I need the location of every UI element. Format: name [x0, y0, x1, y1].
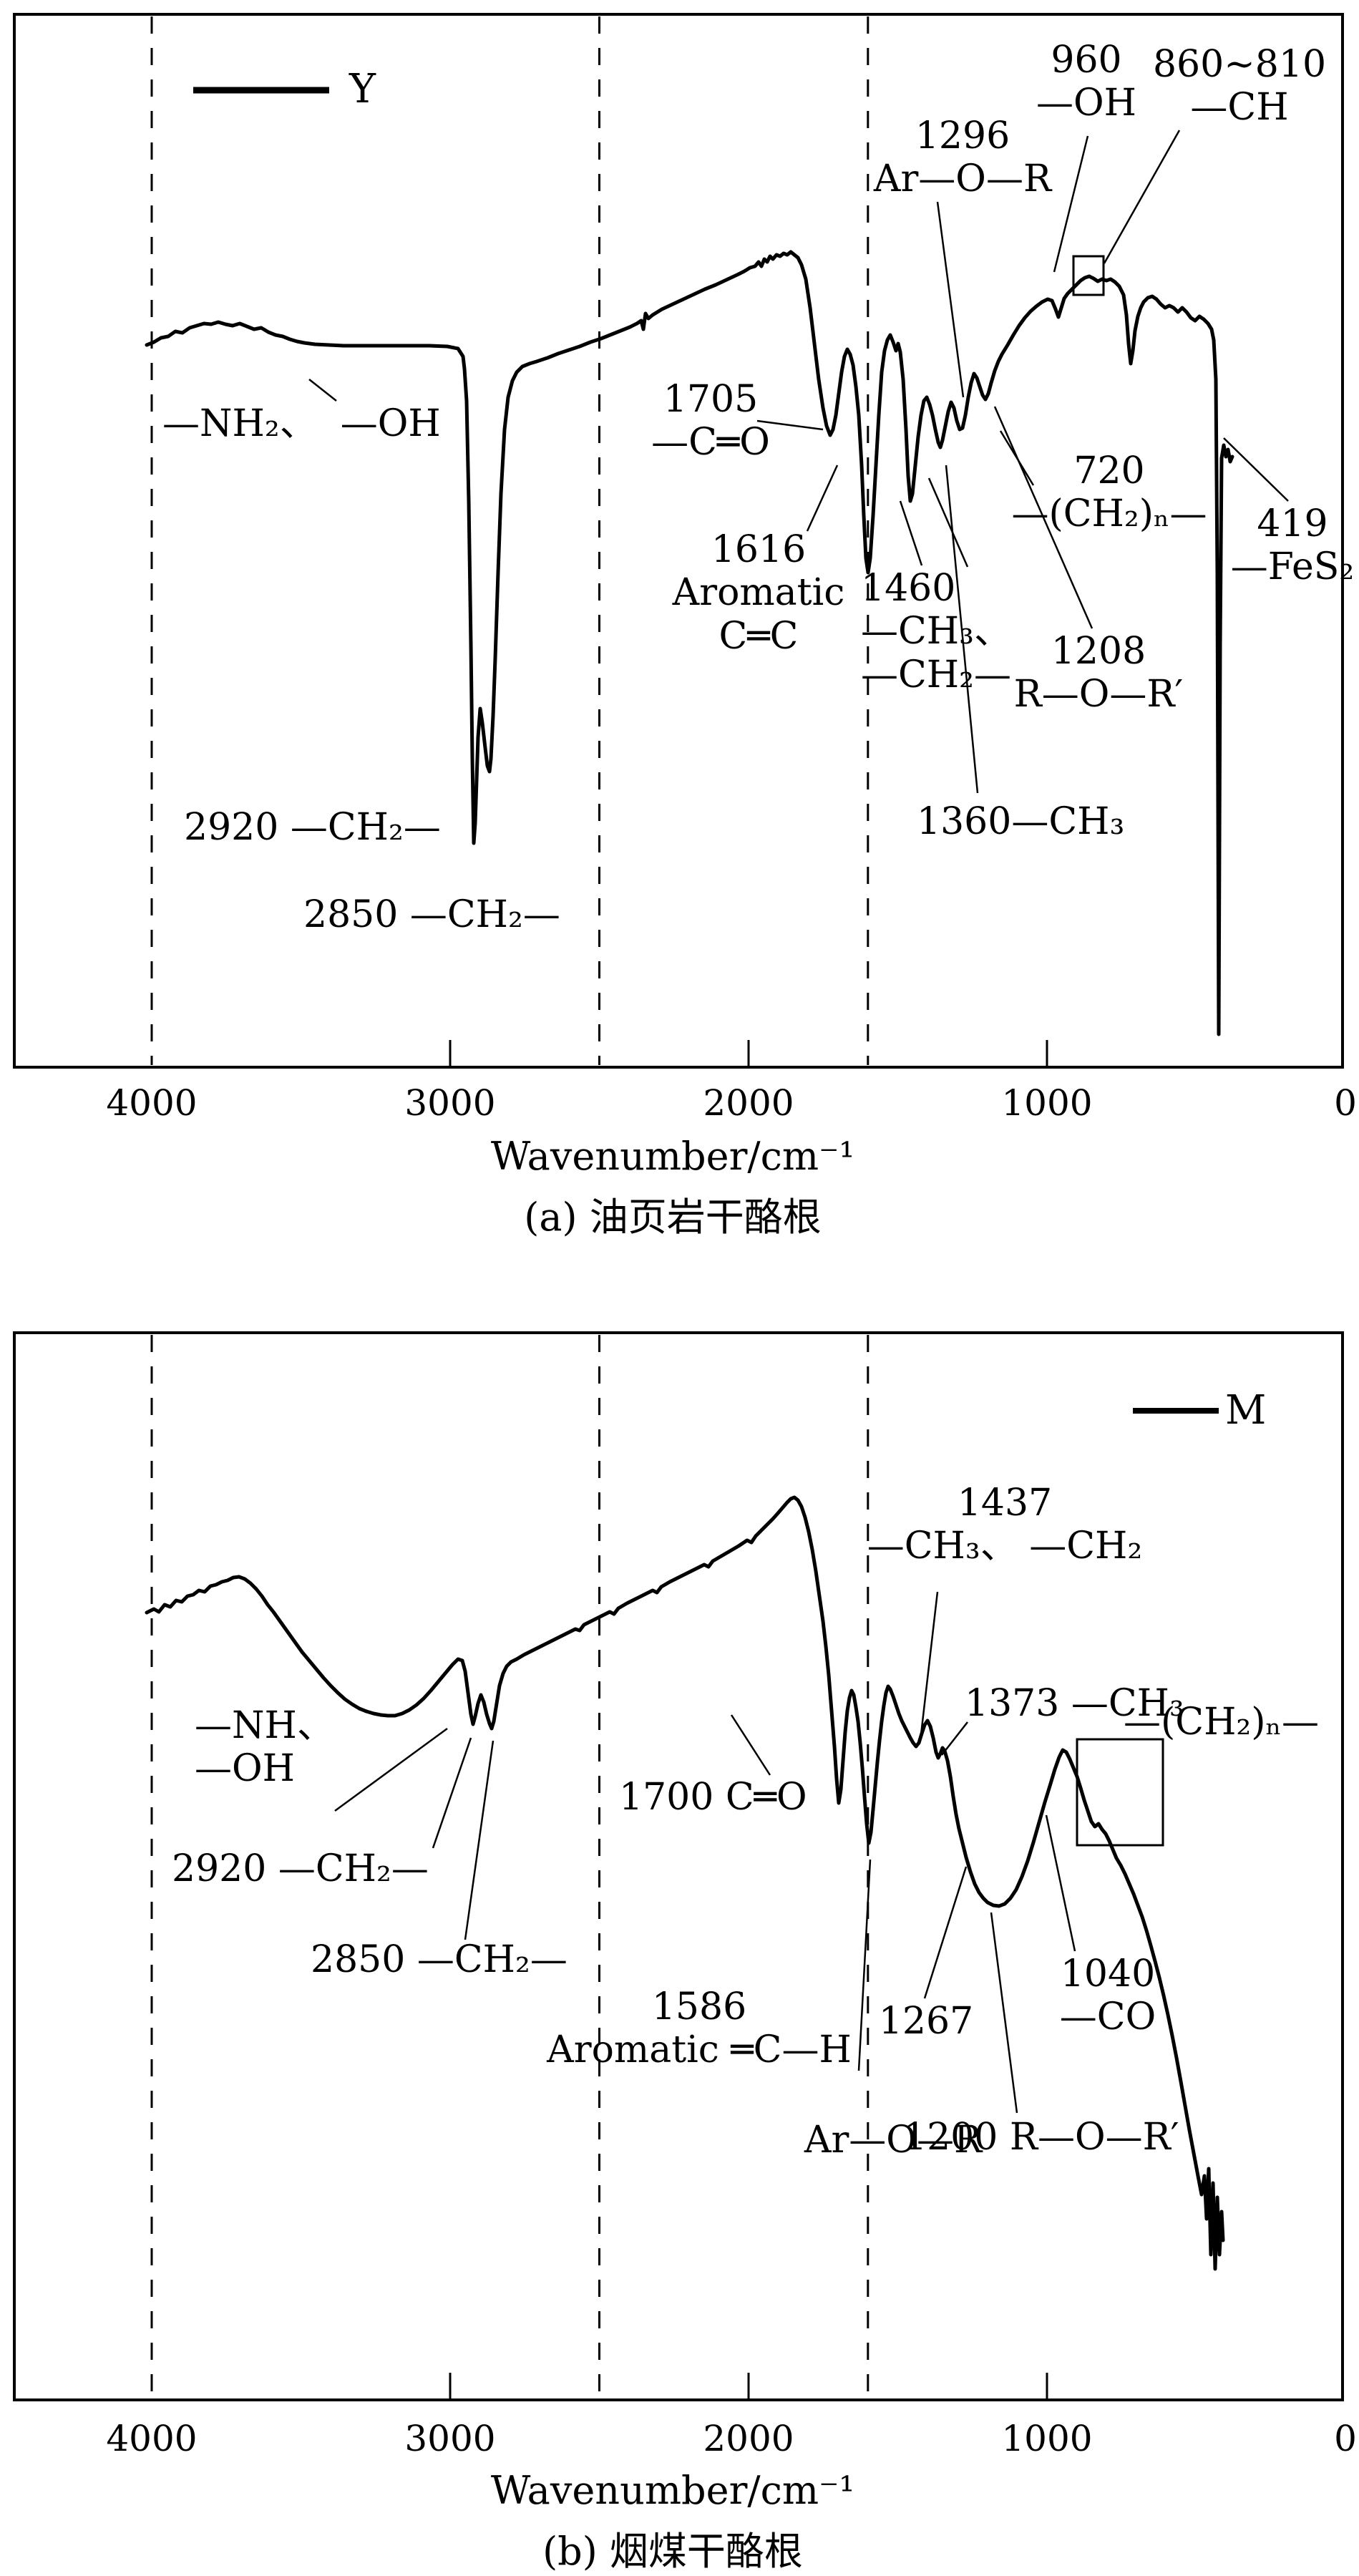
label-2920-ch2: 2920 —CH₂—	[184, 806, 441, 849]
label-leader-line	[941, 1721, 968, 1756]
label-2920-ch2: 2920 —CH₂—	[172, 1847, 429, 1890]
x-tick-label-1000: 1000	[1001, 2418, 1093, 2459]
label-leader-line	[993, 406, 1093, 629]
label-1296-ar-o-r: 1296 Ar—O—R	[873, 115, 1052, 201]
x-tick-label-2000: 2000	[703, 1082, 794, 1124]
label-1373-ch3: 1373 —CH₃	[965, 1682, 1184, 1725]
x-axis-title-a: Wavenumber/cm⁻¹	[490, 1134, 855, 1179]
plot-area-panel-a	[13, 13, 1344, 1069]
label-1267: 1267	[878, 2000, 974, 2043]
x-tick-label-3000: 3000	[404, 1082, 496, 1124]
x-tick-label-3000: 3000	[404, 2418, 496, 2459]
plot-area-panel-b	[13, 1331, 1344, 2401]
label-leader-line	[923, 1866, 968, 1999]
label-leader-line	[1053, 135, 1089, 273]
label-leader-line	[334, 1727, 448, 1812]
label-1460-ch3-ch2: 1460 —CH₃、 —CH₂—	[861, 567, 1011, 696]
label-leader-line	[945, 465, 979, 794]
label-leader-line	[1223, 437, 1289, 502]
label-860-810-ch: 860~810 —CH	[1152, 43, 1327, 130]
region-highlight-box	[1076, 1738, 1164, 1847]
label-1700-co: 1700 C═O	[619, 1776, 807, 1819]
legend-label-Y: Y	[349, 66, 376, 112]
panel-caption-a: (a) 油页岩干酪根	[524, 1195, 822, 1240]
label-leader-line	[432, 1737, 472, 1849]
x-tick-label-4000: 4000	[106, 2418, 198, 2459]
label-1208-r-o-r: 1208 R—O—R′	[1013, 630, 1184, 716]
label-ch2n: —(CH₂)ₙ—	[1124, 1701, 1320, 1744]
x-axis-title-b: Wavenumber/cm⁻¹	[490, 2468, 855, 2513]
label-1360-ch3: 1360—CH₃	[917, 800, 1125, 843]
label-leader-line	[919, 1591, 939, 1741]
x-tick-label-1000: 1000	[1001, 1082, 1093, 1124]
label-2850-ch2: 2850 —CH₂—	[303, 893, 560, 936]
label-1437-ch3-ch2: 1437 —CH₃、 —CH₂	[867, 1482, 1143, 1568]
label-leader-line	[857, 1859, 872, 2071]
label-leader-line	[806, 465, 839, 532]
label-419-fes2: 419 —FeS₂	[1230, 502, 1355, 589]
label-1200-r-o-r: 1200 R—O—R′	[903, 2116, 1179, 2159]
x-tick-label-2000: 2000	[703, 2418, 794, 2459]
label-leader-line	[899, 500, 923, 566]
x-tick-label-0: 0	[1334, 1082, 1357, 1124]
x-tick-label-0: 0	[1334, 2418, 1357, 2459]
panel-caption-b: (b) 烟煤干酪根	[542, 2529, 803, 2574]
spectrum-curve-M	[145, 1495, 1225, 2271]
region-highlight-box	[1072, 255, 1105, 296]
label-1705-co: 1705 —C═O	[651, 378, 770, 465]
label-leader-line	[730, 1714, 771, 1776]
label-leader-line	[1045, 1814, 1076, 1952]
label-ar-o-r: Ar—O—R	[804, 2119, 983, 2162]
label-leader-line	[927, 477, 969, 568]
label-leader-line	[308, 379, 337, 402]
label-leader-line	[756, 419, 824, 431]
label-leader-line	[464, 1740, 495, 1940]
label-720-ch2n: 720 —(CH₂)ₙ—	[1011, 449, 1207, 536]
spectrum-curve-Y	[145, 250, 1234, 1036]
label-1040-co: 1040 —CO	[1059, 1953, 1156, 2039]
label-leader-line	[999, 430, 1035, 486]
x-tick-label-4000: 4000	[106, 1082, 198, 1124]
label-1586-aromatic-ch: 1586 Aromatic ═C—H	[547, 1986, 852, 2072]
label-leader-line	[936, 201, 965, 398]
label-960-oh: 960 —OH	[1036, 39, 1136, 125]
label-leader-line	[1103, 130, 1181, 264]
label-nh2-oh: —NH₂、 —OH	[162, 402, 441, 445]
legend-label-M: M	[1225, 1387, 1267, 1434]
label-2850-ch2: 2850 —CH₂—	[311, 1938, 568, 1981]
label-leader-line	[990, 1912, 1018, 2114]
label-nh-oh: —NH、 —OH	[195, 1704, 334, 1791]
label-1616-aromatic-cc: 1616 Aromatic C═C	[672, 528, 845, 658]
